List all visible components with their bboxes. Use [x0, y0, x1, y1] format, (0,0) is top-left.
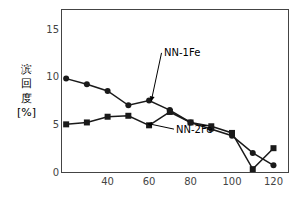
svg-text:15: 15 [46, 24, 59, 35]
svg-text:40: 40 [101, 176, 114, 187]
svg-text:NN-2Fe: NN-2Fe [176, 124, 212, 135]
svg-text:100: 100 [222, 176, 241, 187]
svg-text:NN-1Fe: NN-1Fe [164, 47, 200, 58]
svg-text:滨回度[%]: 滨回度[%] [17, 63, 36, 119]
svg-text:80: 80 [184, 176, 197, 187]
svg-text:10: 10 [46, 71, 59, 82]
svg-text:0: 0 [53, 167, 59, 178]
svg-text:60: 60 [143, 176, 156, 187]
svg-text:5: 5 [53, 119, 59, 130]
svg-text:120: 120 [264, 176, 283, 187]
